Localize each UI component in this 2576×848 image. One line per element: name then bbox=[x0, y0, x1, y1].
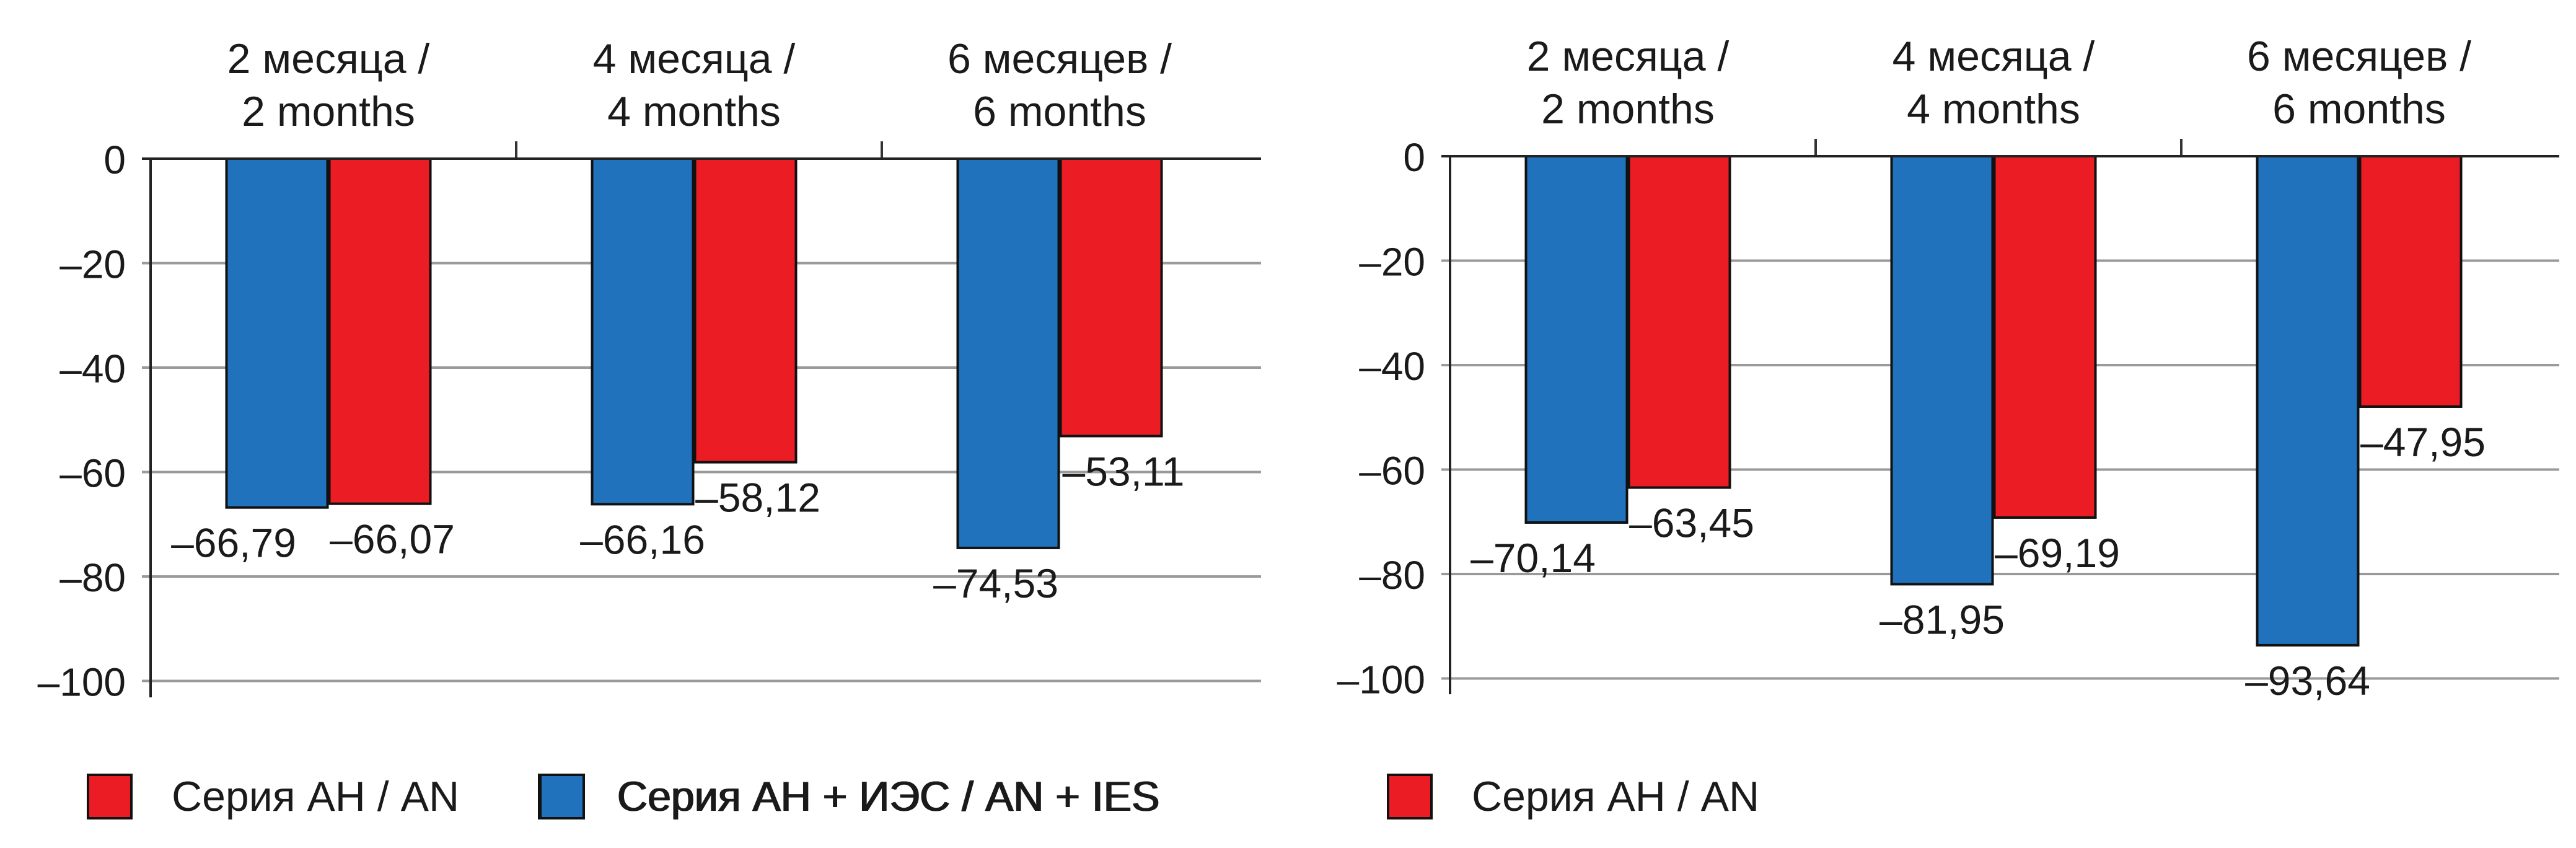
data-label-red: –63,45 bbox=[1629, 500, 1754, 546]
category-label: 6 месяцев / bbox=[947, 35, 1172, 82]
bar-red bbox=[328, 157, 432, 505]
bar-blue bbox=[225, 157, 329, 509]
y-tick-label: –20 bbox=[1359, 240, 1425, 285]
bar-red bbox=[2358, 155, 2463, 408]
data-label-blue: –66,16 bbox=[580, 516, 705, 562]
legend-label-blue: Серия АН + ИЭС / AN + IES bbox=[617, 773, 1159, 820]
y-tick-label: –100 bbox=[1337, 658, 1425, 702]
y-tick-label: –20 bbox=[59, 242, 126, 287]
category-label: 2 months bbox=[1541, 86, 1715, 133]
category-label: 2 месяца / bbox=[1527, 33, 1730, 80]
y-tick-label: –100 bbox=[38, 660, 126, 705]
legend-label-red: Серия АН / AN bbox=[172, 773, 459, 820]
bar-red bbox=[693, 157, 798, 464]
bar-blue bbox=[956, 157, 1060, 549]
bar-red bbox=[1627, 155, 1731, 489]
category-label: 6 месяцев / bbox=[2247, 33, 2471, 80]
category-label: 6 months bbox=[973, 88, 1146, 135]
y-tick-label: –80 bbox=[59, 555, 126, 600]
bar-blue bbox=[1524, 155, 1629, 524]
data-label-blue: –70,14 bbox=[1470, 535, 1596, 581]
bar-red bbox=[1059, 157, 1163, 438]
category-label: 6 months bbox=[2272, 86, 2446, 133]
data-label-blue: –81,95 bbox=[1879, 596, 2005, 642]
data-label-red: –69,19 bbox=[1995, 530, 2120, 576]
legend-label-blue: Серия АН + ИЭС / AN + IES bbox=[618, 773, 1161, 820]
data-label-blue: –74,53 bbox=[933, 560, 1058, 606]
category-label: 4 months bbox=[607, 88, 781, 135]
legend-swatch-red bbox=[87, 774, 133, 819]
data-label-blue: –93,64 bbox=[2245, 658, 2370, 704]
y-tick-label: –60 bbox=[1359, 449, 1425, 493]
legend-swatch-blue bbox=[539, 774, 585, 819]
legend-swatch-red bbox=[1387, 774, 1433, 819]
data-label-red: –47,95 bbox=[2360, 419, 2486, 465]
y-tick-label: 0 bbox=[1403, 135, 1425, 180]
bar-blue bbox=[2256, 155, 2360, 647]
bar-red bbox=[1993, 155, 2097, 519]
category-label: 4 месяца / bbox=[1892, 33, 2095, 80]
y-tick-label: –60 bbox=[59, 451, 126, 496]
category-label: 4 месяца / bbox=[593, 35, 796, 82]
y-tick-label: 0 bbox=[103, 138, 126, 182]
legend-label-red: Серия АН / AN bbox=[1472, 773, 1759, 820]
category-label: 2 months bbox=[242, 88, 415, 135]
data-label-red: –53,11 bbox=[1063, 448, 1185, 494]
category-label: 2 месяца / bbox=[227, 35, 430, 82]
bar-blue bbox=[591, 157, 695, 506]
y-tick-label: –40 bbox=[1359, 344, 1425, 389]
data-label-red: –66,07 bbox=[330, 516, 455, 562]
category-label: 4 months bbox=[1907, 86, 2080, 133]
data-label-blue: –66,79 bbox=[171, 520, 296, 566]
bar-blue bbox=[1890, 155, 1994, 586]
data-label-red: –58,12 bbox=[695, 475, 820, 521]
y-tick-label: –40 bbox=[59, 347, 126, 391]
y-tick-label: –80 bbox=[1359, 553, 1425, 598]
